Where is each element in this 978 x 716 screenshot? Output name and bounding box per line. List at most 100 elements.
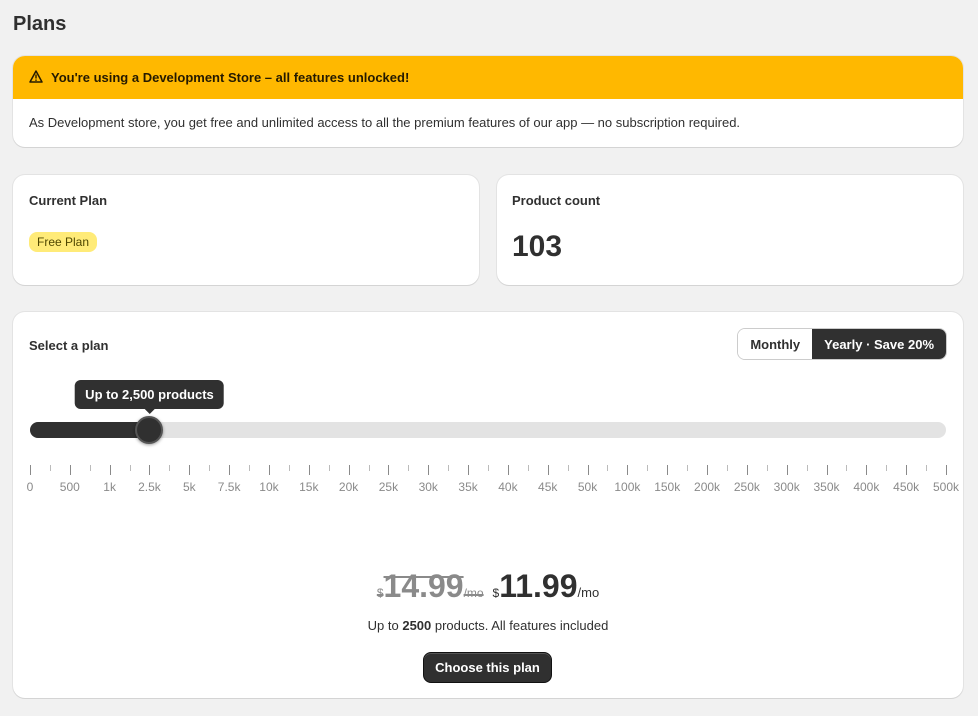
tick-minor <box>926 465 928 471</box>
tick-label: 25k <box>378 480 399 494</box>
price-unit: /mo <box>577 585 600 600</box>
tick-minor <box>129 465 131 471</box>
dev-store-banner: You're using a Development Store – all f… <box>13 56 963 147</box>
select-plan-card: Select a plan Monthly Yearly · Save 20% … <box>13 312 963 698</box>
tick-minor <box>806 465 808 471</box>
tick-minor <box>448 465 450 471</box>
tick-minor <box>249 465 251 471</box>
tick-major <box>149 465 151 475</box>
slider-thumb[interactable] <box>135 416 164 444</box>
tick-label: 40k <box>498 480 518 494</box>
tick-label: 250k <box>733 480 760 494</box>
tick-major <box>946 465 947 475</box>
tick-major <box>189 465 191 475</box>
choose-plan-button[interactable]: Choose this plan <box>423 652 552 683</box>
tick-minor <box>49 465 51 471</box>
desc-post: products. All features included <box>431 618 609 633</box>
tick-label: 400k <box>853 480 880 494</box>
tick-major <box>468 465 470 475</box>
tick-major <box>667 465 669 475</box>
tick-major <box>707 465 709 475</box>
tick-minor <box>766 465 768 471</box>
tick-minor <box>886 465 888 471</box>
tick-minor <box>607 465 609 471</box>
tick-major <box>507 465 509 475</box>
old-amount: 14.99 <box>383 568 464 604</box>
tick-major <box>428 465 430 475</box>
currency: $ <box>492 586 500 600</box>
tick-label: 45k <box>538 480 558 494</box>
tick-minor <box>527 465 529 471</box>
current-plan-label: Current Plan <box>29 193 108 208</box>
tick-label: 5k <box>182 480 196 494</box>
tick-minor <box>408 465 410 471</box>
product-count-card: Product count 103 <box>497 175 963 285</box>
plan-description: Up to 2500 products. All features includ… <box>13 618 963 633</box>
tick-label: 2.5k <box>138 480 161 494</box>
tick-major <box>109 465 111 475</box>
current-plan-card: Current Plan Free Plan <box>13 175 479 285</box>
select-plan-title: Select a plan <box>29 338 109 353</box>
tick-major <box>627 465 629 475</box>
tick-label: 20k <box>338 480 359 494</box>
plan-slider[interactable] <box>30 416 946 444</box>
tick-minor <box>328 465 330 471</box>
tick-minor <box>169 465 171 471</box>
tick-major <box>547 465 549 475</box>
tick-major <box>786 465 788 475</box>
slider-fill <box>30 422 158 438</box>
tick-major <box>388 465 390 475</box>
tick-minor <box>846 465 848 471</box>
banner-title: You're using a Development Store – all f… <box>51 70 410 85</box>
tick-major <box>906 465 908 475</box>
tick-major <box>826 465 828 475</box>
monthly-option[interactable]: Monthly <box>738 329 813 359</box>
tick-major <box>348 465 350 475</box>
desc-pre: Up to <box>367 618 403 633</box>
tick-minor <box>567 465 569 471</box>
billing-toggle: Monthly Yearly · Save 20% <box>737 328 947 360</box>
warning-icon <box>29 69 43 86</box>
tick-minor <box>647 465 649 471</box>
banner-message: As Development store, you get free and u… <box>29 115 741 130</box>
slider-tooltip: Up to 2,500 products <box>75 380 224 414</box>
tick-minor <box>288 465 290 471</box>
page-title: Plans <box>13 13 67 35</box>
tick-label: 500 <box>59 480 80 494</box>
tick-label: 30k <box>418 480 438 494</box>
tick-label: 15k <box>299 480 319 494</box>
tick-major <box>69 465 71 475</box>
old-currency: $ <box>376 586 384 600</box>
desc-count: 2500 <box>402 618 432 633</box>
tick-label: 100k <box>614 480 641 494</box>
tick-label: 350k <box>813 480 840 494</box>
tick-label: 50k <box>577 480 598 494</box>
tick-label: 300k <box>773 480 800 494</box>
old-price: $14.99/mo <box>376 568 484 604</box>
tick-major <box>746 465 748 475</box>
tick-label: 7.5k <box>217 480 241 494</box>
price-display: $14.99/mo $11.99/mo <box>13 568 963 605</box>
tick-minor <box>726 465 728 471</box>
product-count-label: Product count <box>512 193 601 208</box>
tick-major <box>30 465 31 475</box>
tick-label: 1k <box>103 480 116 494</box>
tick-minor <box>89 465 91 471</box>
tick-major <box>308 465 310 475</box>
tick-label: 10k <box>259 480 279 494</box>
tick-label: 450k <box>893 480 920 494</box>
price-amount: 11.99 <box>499 568 578 604</box>
product-count-value: 103 <box>512 230 563 263</box>
yearly-option[interactable]: Yearly · Save 20% <box>812 329 946 359</box>
tick-major <box>866 465 868 475</box>
tick-minor <box>687 465 689 471</box>
tick-label: 35k <box>458 480 478 494</box>
old-unit: /mo <box>463 586 484 600</box>
tick-major <box>229 465 231 475</box>
tick-label: 500k <box>932 480 960 494</box>
tick-major <box>587 465 589 475</box>
tick-minor <box>368 465 370 471</box>
tick-minor <box>209 465 211 471</box>
tick-label: 200k <box>694 480 721 494</box>
tick-minor <box>488 465 489 471</box>
